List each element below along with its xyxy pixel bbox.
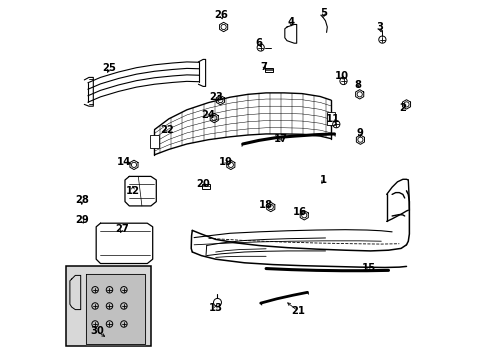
Text: 3: 3 [375,22,382,32]
Text: 6: 6 [255,38,262,48]
Text: 12: 12 [125,186,140,196]
Text: 21: 21 [291,306,305,316]
Text: 25: 25 [102,63,116,73]
Text: 17: 17 [273,134,287,144]
Text: 27: 27 [115,224,129,234]
Bar [202,184,209,189]
Text: 29: 29 [75,215,88,225]
Text: 16: 16 [293,207,307,217]
Text: 14: 14 [117,157,131,167]
Text: 11: 11 [325,114,339,124]
Text: 26: 26 [214,10,227,20]
Text: 2: 2 [399,103,406,113]
Text: 30: 30 [90,326,103,336]
Text: 18: 18 [259,200,273,210]
Text: 5: 5 [320,8,326,18]
Text: 28: 28 [75,195,88,205]
Text: 20: 20 [196,179,209,189]
Text: 8: 8 [354,80,361,90]
Text: 19: 19 [218,157,232,167]
Bar [265,68,272,72]
FancyBboxPatch shape [66,266,151,346]
Text: 23: 23 [208,92,222,102]
Text: 15: 15 [361,263,375,273]
Text: 13: 13 [208,303,222,313]
Text: 10: 10 [334,71,348,81]
Text: 9: 9 [356,128,363,138]
Text: 7: 7 [260,62,267,72]
Bar [150,135,159,148]
Text: 4: 4 [287,17,294,27]
Text: 22: 22 [160,125,174,135]
Text: 1: 1 [320,175,326,185]
Text: 24: 24 [201,110,215,120]
Bar [326,112,335,125]
Polygon shape [86,274,145,344]
